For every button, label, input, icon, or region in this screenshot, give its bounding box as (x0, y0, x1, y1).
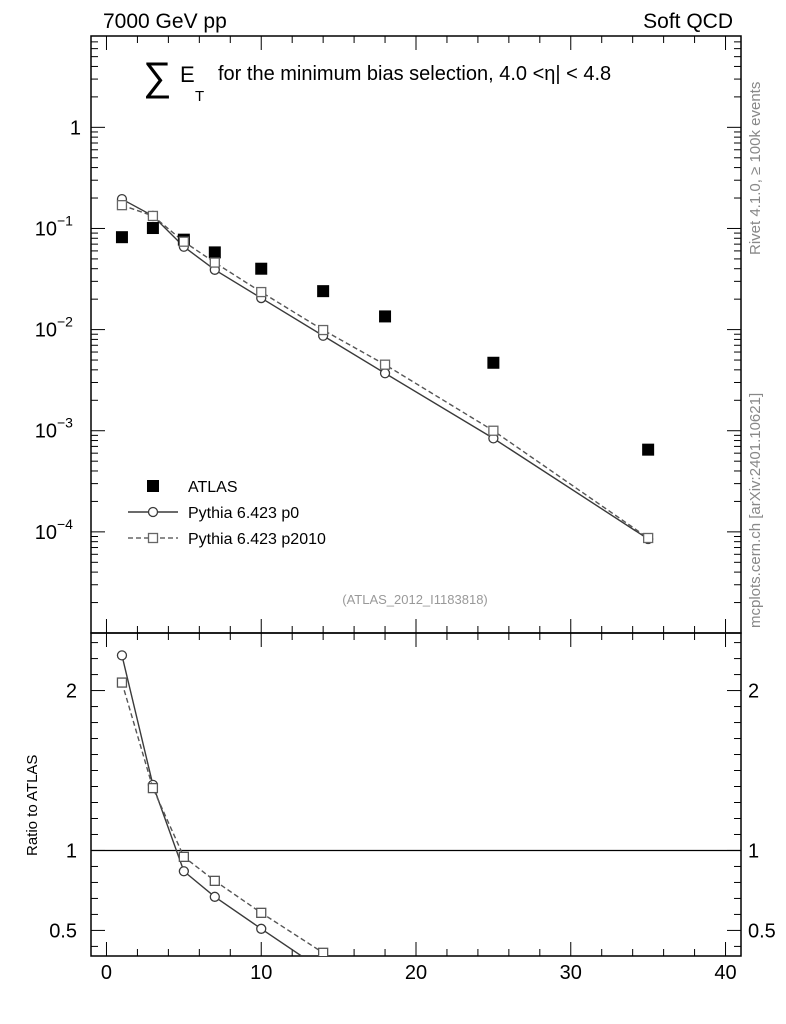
atlas-data-point (255, 262, 268, 275)
main-ytick-exponent: −1 (57, 212, 73, 228)
ratio-p2010-point (147, 782, 159, 794)
ratio-ytick-label-left: 0.5 (49, 920, 77, 942)
title-t: T (195, 88, 204, 105)
ratio-p2010-point (256, 907, 267, 918)
header-right: Soft QCD (643, 10, 733, 33)
main-axes: 110−110−210−310−4 (35, 35, 741, 634)
legend-label: ATLAS (188, 479, 238, 496)
header-left: 7000 GeV pp (103, 10, 227, 33)
side-label-rivet: Rivet 4.1.0, ≥ 100k events (747, 82, 764, 255)
atlas-data-point (379, 310, 392, 323)
legend-label: Pythia 6.423 p2010 (188, 531, 326, 548)
p2010-point (116, 200, 128, 211)
ratio-ytick-label-right: 1 (748, 840, 759, 862)
p0-point (379, 368, 391, 379)
title-text: for the minimum bias selection, 4.0 <η| … (218, 63, 611, 85)
ratio-p0-point (256, 923, 267, 934)
atlas-data-point (146, 222, 159, 235)
atlas-data-point (642, 443, 655, 456)
title-sum-symbol: ∑ (143, 55, 172, 99)
main-ytick-label: 10 (35, 421, 57, 443)
legend-atlas-marker (147, 480, 159, 492)
main-ytick-exponent: −2 (57, 314, 73, 330)
xtick-label: 0 (101, 962, 112, 984)
ratio-series-line (121, 682, 324, 954)
legend-marker (147, 506, 159, 518)
main-ytick-exponent: −4 (57, 516, 73, 532)
xtick-label: 40 (714, 962, 736, 984)
p2010-point (256, 286, 267, 298)
ratio-p0-point (178, 866, 190, 877)
main-ytick-exponent: −3 (57, 415, 73, 431)
ratio-series (116, 650, 329, 956)
xtick-label: 20 (405, 962, 427, 984)
xtick-label: 10 (250, 962, 272, 984)
p2010-point (209, 257, 220, 268)
main-series (115, 193, 655, 545)
p2010-point (642, 532, 654, 544)
ratio-ytick-label-right: 0.5 (748, 920, 776, 942)
atlas-data-point (317, 285, 330, 298)
ratio-ytick-label-right: 2 (748, 681, 759, 703)
main-ytick-label: 10 (35, 320, 57, 342)
legend-marker (147, 532, 159, 544)
p2010-point (488, 425, 499, 436)
ratio-ytick-label-left: 1 (66, 840, 77, 862)
main-ytick-label: 10 (35, 218, 57, 240)
atlas-data-point (115, 231, 128, 244)
legend-label: Pythia 6.423 p0 (188, 505, 299, 522)
p2010-point (379, 359, 391, 370)
ratio-panel-frame (90, 632, 742, 957)
legend: ATLAS Pythia 6.423 p0 Pythia 6.423 p2010 (128, 479, 326, 548)
p2010-point (317, 324, 329, 336)
ratio-p2010-point (209, 875, 220, 886)
ratio-series-line (121, 655, 302, 956)
ratio-p2010-point (116, 677, 128, 688)
main-ytick-label: 10 (35, 522, 57, 544)
xtick-label: 30 (560, 962, 582, 984)
title-e: E (180, 62, 195, 87)
ratio-axes: 2 2 1 1 0.5 0.5 0 10 20 30 40 (49, 633, 776, 984)
p2010-point (178, 236, 190, 247)
ratio-ylabel: Ratio to ATLAS (24, 755, 41, 856)
main-series-line (121, 204, 649, 539)
ratio-p2010-point (178, 851, 190, 863)
atlas-data-point (487, 356, 500, 369)
ratio-p0-point (116, 650, 128, 661)
ratio-p2010-point (317, 947, 329, 956)
atlas-data-point (208, 246, 221, 259)
side-label-mcplots: mcplots.cern.ch [arXiv:2401.10621] (747, 393, 764, 628)
p2010-point (147, 210, 159, 222)
ratio-p0-point (209, 891, 220, 902)
analysis-tag: (ATLAS_2012_I1183818) (342, 592, 488, 607)
ratio-ytick-label-left: 2 (66, 681, 77, 703)
main-ytick-label: 1 (70, 117, 81, 139)
